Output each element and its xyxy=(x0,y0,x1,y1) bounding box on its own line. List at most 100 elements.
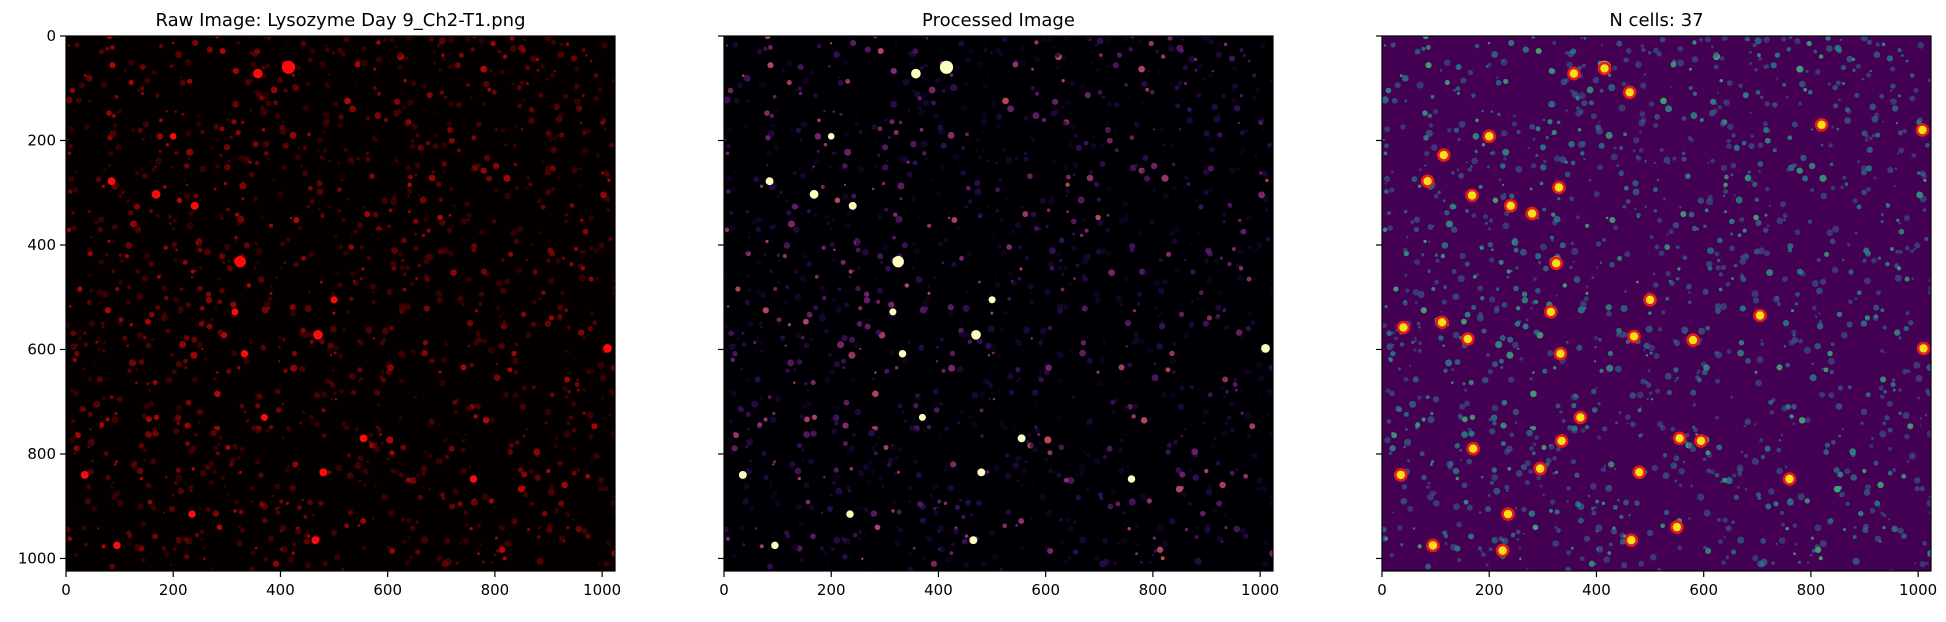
cell-spot xyxy=(1149,561,1152,564)
cell-spot xyxy=(1898,411,1902,415)
cell-spot xyxy=(1559,410,1563,414)
cell-spot xyxy=(1882,120,1885,123)
cell-spot xyxy=(882,164,889,171)
cell-spot xyxy=(1186,468,1193,475)
cell-spot xyxy=(545,77,549,81)
cell-spot xyxy=(568,351,571,354)
cell-spot xyxy=(1552,455,1557,461)
cell-spot xyxy=(1196,231,1200,235)
cell-spot xyxy=(1207,165,1215,172)
cell-spot xyxy=(169,563,173,567)
cell-spot xyxy=(1691,56,1699,63)
cell-spot xyxy=(1045,509,1053,517)
cell-spot xyxy=(1789,414,1794,419)
cell-spot xyxy=(1788,36,1793,39)
cell-spot xyxy=(610,364,615,371)
cell-spot xyxy=(1252,249,1256,254)
cell-spot xyxy=(546,468,551,474)
cell-spot xyxy=(1527,147,1530,150)
cell-spot xyxy=(1052,45,1056,49)
cell-spot xyxy=(526,175,531,180)
cell-spot xyxy=(1926,391,1931,397)
cell-spot xyxy=(1153,280,1161,287)
cell-spot xyxy=(1514,321,1521,327)
cell-spot xyxy=(409,477,417,485)
cell-spot xyxy=(1098,220,1104,225)
cell-spot xyxy=(465,522,469,527)
cell-spot xyxy=(503,540,511,548)
cell-spot xyxy=(184,366,188,369)
cell-spot xyxy=(785,368,790,373)
cell-spot xyxy=(1247,311,1252,316)
cell-spot xyxy=(971,329,981,340)
cell-spot xyxy=(923,100,930,107)
cell-spot xyxy=(126,344,129,347)
cell-spot xyxy=(563,430,571,438)
cell-spot xyxy=(1229,427,1235,433)
cell-spot xyxy=(470,167,475,172)
cell-spot xyxy=(1689,67,1692,71)
cell-spot xyxy=(1861,130,1868,137)
cell-spot xyxy=(1871,437,1874,440)
cell-spot xyxy=(1605,216,1609,220)
cell-spot xyxy=(1790,309,1795,313)
detected-cell-marker xyxy=(1573,410,1588,425)
cell-spot xyxy=(216,371,219,374)
cell-spot xyxy=(303,538,310,545)
cell-spot xyxy=(1630,421,1636,428)
cell-spot xyxy=(1725,281,1731,287)
cell-spot xyxy=(1605,131,1613,139)
cell-spot xyxy=(475,404,481,410)
cell-spot xyxy=(287,464,291,468)
cell-spot xyxy=(1086,36,1092,42)
cell-spot xyxy=(1836,127,1840,131)
cell-spot xyxy=(874,442,879,446)
cell-spot xyxy=(1172,185,1178,191)
cell-spot xyxy=(1490,414,1498,421)
cell-spot xyxy=(1513,285,1519,292)
cell-spot xyxy=(1755,379,1763,387)
cell-spot xyxy=(1072,173,1076,177)
cell-spot xyxy=(780,335,786,342)
cell-spot xyxy=(911,89,916,93)
cell-spot xyxy=(1869,507,1876,514)
cell-spot xyxy=(298,365,306,373)
cell-spot xyxy=(78,336,82,341)
cell-spot xyxy=(1389,445,1396,452)
cell-spot xyxy=(101,291,109,298)
cell-spot xyxy=(478,38,485,45)
cell-spot xyxy=(397,51,403,58)
cell-spot xyxy=(883,445,889,450)
cell-spot xyxy=(1692,425,1696,429)
cell-spot xyxy=(823,142,828,147)
cell-spot xyxy=(1740,276,1747,283)
cell-spot xyxy=(844,148,852,156)
cell-spot xyxy=(725,151,730,156)
cell-spot xyxy=(1024,255,1030,260)
cell-spot xyxy=(1896,152,1900,155)
cell-spot xyxy=(586,411,594,419)
cell-spot xyxy=(899,180,903,184)
cell-spot xyxy=(91,505,98,512)
cell-spot xyxy=(1268,391,1273,397)
cell-spot xyxy=(340,51,346,57)
cell-spot xyxy=(889,350,896,357)
cell-spot xyxy=(347,156,355,164)
cell-spot xyxy=(806,400,813,407)
cell-spot xyxy=(1695,432,1699,436)
cell-spot xyxy=(426,253,434,261)
cell-spot xyxy=(938,266,941,269)
cell-spot xyxy=(1187,501,1192,506)
cell-spot xyxy=(1018,518,1025,524)
cell-spot xyxy=(70,330,76,337)
cell-spot xyxy=(808,458,815,465)
cell-spot xyxy=(164,550,167,553)
cell-spot xyxy=(863,296,871,304)
cell-spot xyxy=(1545,135,1549,140)
cell-spot xyxy=(1716,444,1723,451)
cell-spot xyxy=(1919,417,1923,420)
cell-spot xyxy=(1892,468,1897,472)
cell-spot xyxy=(1607,350,1614,357)
cell-spot xyxy=(302,331,310,339)
cell-spot xyxy=(1672,222,1680,229)
